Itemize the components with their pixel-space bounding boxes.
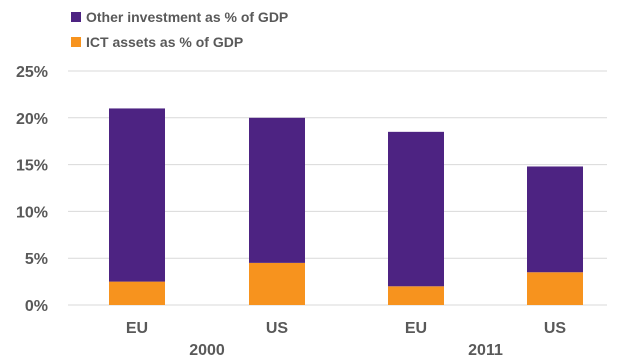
x-tick-label: US	[266, 320, 289, 337]
bar-segment	[249, 262, 305, 305]
y-tick-label: 25%	[16, 64, 48, 81]
bar-segment	[109, 281, 165, 305]
x-axis: EU US EU US 2000 2011	[126, 320, 567, 358]
x-tick-label: EU	[405, 320, 427, 337]
legend: Other investment as % of GDP ICT assets a…	[71, 9, 288, 50]
bars	[109, 108, 583, 305]
bar-segment	[249, 117, 305, 263]
legend-swatch	[71, 37, 81, 47]
bar-segment	[388, 131, 444, 287]
legend-label: Other investment as % of GDP	[86, 9, 288, 25]
x-group-label: 2011	[468, 342, 503, 358]
legend-swatch	[71, 12, 81, 22]
y-tick-label: 0%	[25, 298, 48, 315]
y-tick-label: 5%	[25, 251, 48, 268]
bar-segment	[109, 108, 165, 282]
bar-segment	[527, 166, 583, 273]
y-tick-label: 20%	[16, 111, 48, 128]
x-tick-label: EU	[126, 320, 148, 337]
bar-segment	[388, 286, 444, 305]
x-group-label: 2000	[189, 342, 225, 358]
legend-label: ICT assets as % of GDP	[86, 34, 243, 50]
y-tick-label: 10%	[16, 204, 48, 221]
y-tick-label: 15%	[16, 158, 48, 175]
x-tick-label: US	[544, 320, 567, 337]
bar-segment	[527, 272, 583, 305]
y-axis: 0% 5% 10% 15% 20% 25%	[16, 64, 48, 315]
